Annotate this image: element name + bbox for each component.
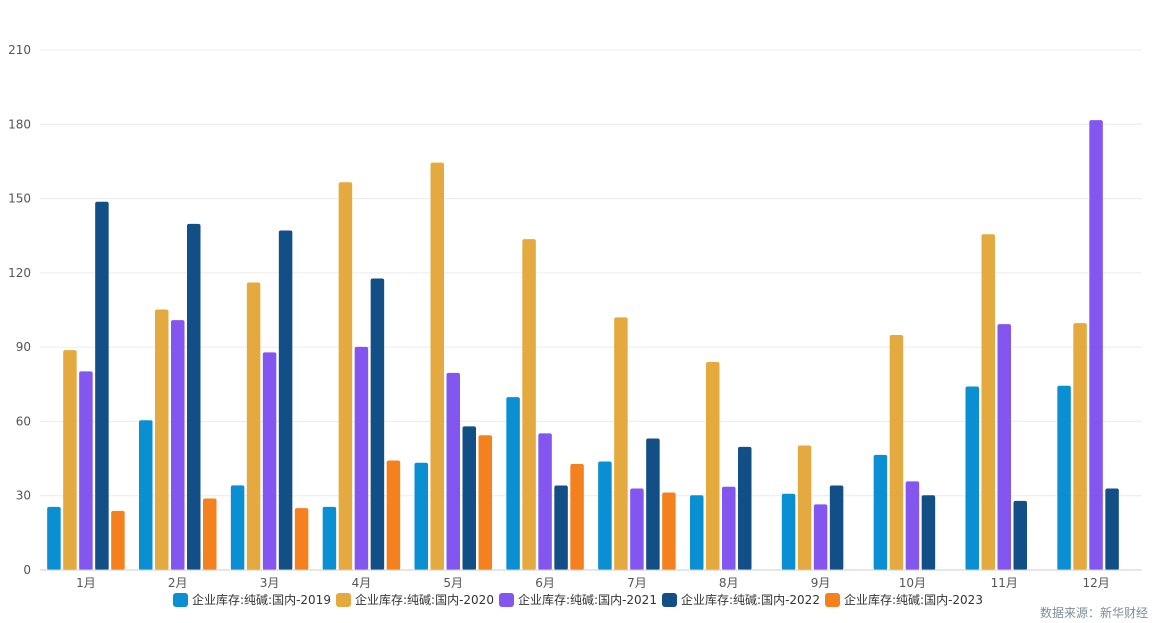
bar[interactable] <box>111 510 125 570</box>
bar[interactable] <box>370 278 385 570</box>
bar[interactable] <box>478 435 493 570</box>
legend-label: 企业库存:纯碱:国内-2019 <box>192 592 331 607</box>
bar[interactable] <box>554 485 568 570</box>
x-tick-label: 9月 <box>811 576 831 590</box>
bar[interactable] <box>921 495 936 570</box>
y-tick-label: 30 <box>16 489 31 503</box>
legend-swatch <box>336 593 351 607</box>
legend-label: 企业库存:纯碱:国内-2020 <box>355 592 494 607</box>
legend-swatch <box>499 593 514 607</box>
bar[interactable] <box>446 372 461 570</box>
bar[interactable] <box>690 495 704 570</box>
x-tick-label: 5月 <box>443 576 463 590</box>
bar[interactable] <box>570 464 584 570</box>
bar[interactable] <box>203 498 217 570</box>
bar[interactable] <box>722 486 736 570</box>
bar[interactable] <box>338 182 353 570</box>
bar[interactable] <box>294 508 309 570</box>
bar[interactable] <box>614 317 628 570</box>
x-tick-label: 12月 <box>1082 576 1109 590</box>
legend-item[interactable]: 企业库存:纯碱:国内-2022 <box>662 592 820 607</box>
bar[interactable] <box>171 320 185 570</box>
bar[interactable] <box>813 504 828 570</box>
bar[interactable] <box>598 461 612 570</box>
bar[interactable] <box>889 335 904 570</box>
y-axis-ticks: 0 30 60 90 120 150 180 210 <box>8 43 31 577</box>
bar[interactable] <box>262 352 277 570</box>
bar[interactable] <box>63 350 77 570</box>
legend[interactable]: 企业库存:纯碱:国内-2019 企业库存:纯碱:国内-2020 企业库存:纯碱:国内… <box>173 592 983 607</box>
legend-item[interactable]: 企业库存:纯碱:国内-2023 <box>825 592 983 607</box>
bar[interactable] <box>662 492 676 570</box>
bar[interactable] <box>905 481 920 570</box>
x-tick-label: 6月 <box>535 576 555 590</box>
bar[interactable] <box>506 397 520 570</box>
bar[interactable] <box>414 462 429 570</box>
bar[interactable] <box>522 239 536 570</box>
x-tick-label: 1月 <box>76 576 96 590</box>
x-tick-label: 8月 <box>719 576 739 590</box>
bar[interactable] <box>1013 500 1028 570</box>
bar[interactable] <box>386 460 401 570</box>
bar[interactable] <box>1073 323 1087 570</box>
bar[interactable] <box>139 420 153 570</box>
bar[interactable] <box>322 506 337 570</box>
bar[interactable] <box>1057 385 1071 570</box>
y-tick-label: 180 <box>8 117 31 131</box>
bar[interactable] <box>79 371 93 570</box>
y-tick-label: 210 <box>8 43 31 57</box>
bar[interactable] <box>997 324 1012 570</box>
x-tick-label: 2月 <box>168 576 188 590</box>
bar[interactable] <box>187 223 201 571</box>
legend-label: 企业库存:纯碱:国内-2023 <box>844 592 983 607</box>
bar[interactable] <box>538 433 552 570</box>
bar[interactable] <box>829 485 844 570</box>
bar[interactable] <box>462 426 477 570</box>
bar[interactable] <box>430 162 445 570</box>
bar[interactable] <box>873 454 888 570</box>
bar[interactable] <box>738 446 752 570</box>
y-tick-label: 120 <box>8 266 31 280</box>
gridlines <box>40 49 1142 497</box>
bar[interactable] <box>1105 488 1119 570</box>
data-source-note: 数据来源：新华财经 <box>1040 605 1148 620</box>
bar[interactable] <box>706 362 720 570</box>
bar[interactable] <box>646 438 660 570</box>
bars <box>47 120 1119 571</box>
bar[interactable] <box>230 485 245 570</box>
x-tick-label: 10月 <box>899 576 926 590</box>
legend-item[interactable]: 企业库存:纯碱:国内-2019 <box>173 592 331 607</box>
bar[interactable] <box>1089 120 1103 571</box>
bar[interactable] <box>278 230 293 570</box>
bar[interactable] <box>47 506 61 570</box>
x-axis-ticks: 1月 2月 3月 4月 5月 6月 7月 8月 9月 10月 11月 12月 <box>76 576 1110 590</box>
legend-swatch <box>173 593 188 607</box>
bar[interactable] <box>246 282 261 570</box>
legend-label: 企业库存:纯碱:国内-2022 <box>681 592 820 607</box>
y-tick-label: 0 <box>23 563 31 577</box>
bar[interactable] <box>781 493 796 570</box>
bar[interactable] <box>981 234 996 570</box>
x-tick-label: 4月 <box>352 576 372 590</box>
bar[interactable] <box>155 309 169 570</box>
bar[interactable] <box>354 346 369 570</box>
y-tick-label: 150 <box>8 192 31 206</box>
legend-label: 企业库存:纯碱:国内-2021 <box>518 592 657 607</box>
bar[interactable] <box>965 386 980 570</box>
bar[interactable] <box>95 201 109 571</box>
bar[interactable] <box>797 445 812 570</box>
y-tick-label: 90 <box>16 340 31 354</box>
bar[interactable] <box>630 488 644 570</box>
y-tick-label: 60 <box>16 414 31 428</box>
legend-item[interactable]: 企业库存:纯碱:国内-2020 <box>336 592 494 607</box>
legend-swatch <box>662 593 677 607</box>
legend-item[interactable]: 企业库存:纯碱:国内-2021 <box>499 592 657 607</box>
x-tick-label: 3月 <box>260 576 280 590</box>
x-tick-label: 11月 <box>991 576 1018 590</box>
x-tick-label: 7月 <box>627 576 647 590</box>
legend-swatch <box>825 593 840 607</box>
